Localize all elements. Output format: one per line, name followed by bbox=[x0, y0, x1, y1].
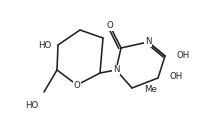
Text: HO: HO bbox=[25, 100, 39, 109]
Text: O: O bbox=[74, 80, 80, 90]
Text: N: N bbox=[145, 38, 151, 47]
Text: HO: HO bbox=[38, 40, 52, 50]
Text: OH: OH bbox=[177, 51, 190, 60]
Text: OH: OH bbox=[170, 72, 183, 81]
Text: O: O bbox=[107, 22, 113, 30]
Text: Me: Me bbox=[144, 85, 157, 94]
Text: N: N bbox=[113, 66, 119, 75]
